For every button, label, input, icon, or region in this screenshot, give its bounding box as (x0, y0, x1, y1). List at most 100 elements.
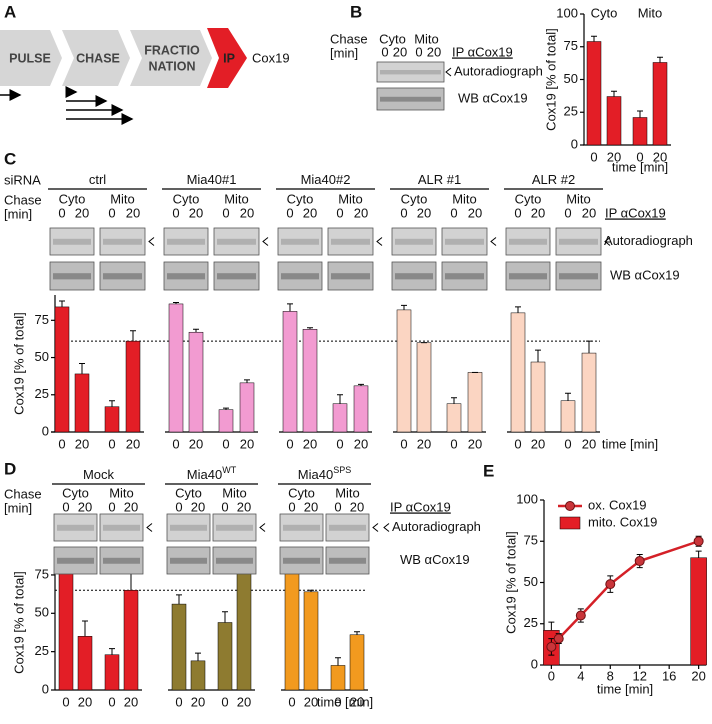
bar (168, 303, 184, 433)
error-bar (591, 35, 597, 42)
blot (99, 227, 146, 256)
blot (99, 513, 144, 542)
blot-label: WB αCox19 (400, 552, 470, 567)
blot (555, 227, 602, 256)
group-name: Mia40SPS (298, 465, 351, 482)
chase-time: 0 (381, 44, 388, 59)
y-tick-label: 100 (556, 5, 578, 20)
x-tick-label: 0 (62, 694, 69, 709)
blot (213, 227, 260, 256)
y-tick-label: 25 (564, 104, 578, 119)
chase-time: 20 (531, 205, 545, 220)
blot-band (509, 238, 547, 245)
step-label: CHASE (76, 51, 120, 65)
bar (104, 406, 120, 433)
y-tick-label: 0 (571, 136, 578, 151)
error-bar (308, 589, 314, 592)
x-tick-label: 20 (531, 436, 545, 451)
bar (349, 634, 365, 691)
chase-time: 20 (350, 499, 364, 514)
blot-band (217, 238, 256, 245)
blot (166, 513, 211, 542)
bar (690, 557, 707, 666)
panel-label: B (350, 2, 362, 21)
step-label: IP (223, 51, 235, 65)
blot-band (445, 273, 484, 280)
blot-marker (262, 237, 269, 246)
x-tick-label: 20 (303, 436, 317, 451)
error-bar (223, 407, 229, 410)
blot (327, 227, 374, 256)
x-tick-label: 20 (417, 436, 431, 451)
target-label: Cox19 (252, 50, 290, 65)
blot-band (167, 238, 205, 245)
y-tick-label: 50 (524, 574, 538, 589)
blot (99, 261, 146, 291)
group-name-text: Mia40#1 (187, 172, 237, 187)
blot (391, 227, 437, 256)
x-tick-label: 20 (582, 436, 596, 451)
error-bar (176, 594, 182, 605)
blot-band (380, 70, 441, 75)
chase-time: 20 (304, 499, 318, 514)
error-bar (79, 363, 85, 374)
step-label: NATION (149, 59, 196, 73)
group-name-sup: SPS (333, 465, 351, 475)
fraction-label: Cyto (59, 191, 86, 206)
y-axis-label: Cox19 [% of total] (503, 531, 518, 634)
x-tick-label: 20 (191, 694, 205, 709)
x-tick-label: 0 (175, 694, 182, 709)
chase-label: Chase (4, 192, 42, 207)
fraction-label: Cyto (62, 485, 89, 500)
blot (325, 513, 370, 542)
y-tick-label: 100 (516, 491, 538, 506)
legend-label: ox. Cox19 (588, 497, 647, 512)
blot-marker (604, 237, 611, 246)
step-shape (207, 28, 247, 88)
x-axis-label: time [min] (602, 436, 658, 451)
panel-label: E (483, 461, 494, 480)
blot-band (167, 273, 205, 280)
blot-band (103, 524, 140, 531)
error-bar (222, 611, 228, 623)
fraction-label: Mito (338, 191, 363, 206)
bar (606, 96, 622, 146)
blot-label: WB αCox19 (610, 267, 680, 282)
chase-time: 20 (417, 205, 431, 220)
error-bar (244, 379, 250, 383)
bar (236, 565, 252, 691)
blot-label: Autoradiograph (392, 519, 481, 534)
x-tick-label: 20 (126, 436, 140, 451)
blot-marker (445, 67, 452, 77)
blot (49, 227, 95, 256)
blot-marker (148, 237, 155, 246)
x-tick-label: 20 (350, 694, 364, 709)
blot-marker (490, 237, 497, 246)
y-tick-label: 75 (35, 566, 49, 581)
step-shape (62, 30, 130, 86)
fraction-label: Mito (414, 31, 439, 46)
error-bar (193, 328, 199, 333)
chase-time: 20 (126, 205, 140, 220)
x-tick-label: 0 (334, 694, 341, 709)
blot-band (380, 96, 441, 102)
step-label: FRACTIO (144, 43, 200, 57)
blot-band (395, 273, 433, 280)
x-tick-label: 20 (75, 436, 89, 451)
y-tick-label: 50 (35, 349, 49, 364)
chase-time: 0 (108, 499, 115, 514)
group-name: Mia40#1 (187, 172, 237, 187)
blot (376, 61, 445, 83)
blot (277, 261, 323, 291)
group-name-text: Mia40#2 (301, 172, 351, 187)
blot (166, 546, 211, 575)
blot-marker (376, 237, 383, 246)
bar (581, 352, 597, 433)
point (605, 579, 616, 590)
chase-time: 20 (393, 44, 407, 59)
error-bar (611, 90, 617, 97)
blot (505, 261, 551, 291)
error-bar (337, 394, 343, 404)
ip-label: IP αCox19 (390, 499, 451, 514)
chase-time: 0 (400, 205, 407, 220)
